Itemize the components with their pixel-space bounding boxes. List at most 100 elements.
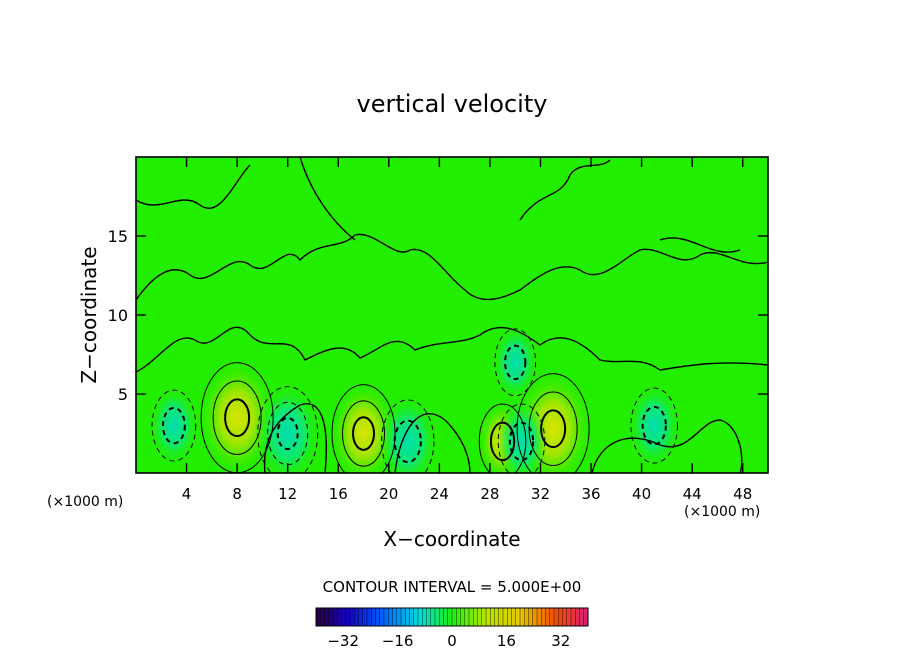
velocity-cell — [628, 384, 680, 467]
colorbar-swatch — [464, 608, 470, 626]
cell-contour — [276, 416, 299, 451]
colorbar-swatch — [396, 608, 402, 626]
contour-interval-text: CONTOUR INTERVAL = 5.000E+00 — [323, 578, 582, 596]
colorbar-swatch — [379, 608, 385, 626]
cell-contour — [151, 389, 197, 462]
x-tick-label: 40 — [632, 485, 651, 503]
x-unit-left: (×1000 m) — [47, 494, 123, 510]
x-tick-label: 36 — [581, 485, 600, 503]
colorbar-swatch — [566, 608, 572, 626]
colorbar-swatch — [354, 608, 359, 626]
colorbar-swatch — [460, 608, 466, 626]
colorbar-tick-label: −32 — [327, 632, 359, 650]
colorbar-swatch — [447, 608, 453, 626]
y-tick-label: 5 — [118, 385, 128, 404]
colorbar-swatch — [503, 608, 508, 626]
colorbar-swatch — [545, 608, 551, 626]
colorbar-swatch — [571, 608, 576, 626]
x-tick-label: 28 — [480, 485, 499, 503]
cell-contour — [489, 421, 516, 462]
colorbar-swatch — [528, 608, 534, 626]
colorbar-swatch — [371, 608, 376, 626]
colorbar-frame — [315, 607, 589, 627]
colorbar-swatch — [537, 608, 542, 626]
cell-contour — [352, 416, 376, 451]
x-tick-label: 16 — [329, 485, 348, 503]
x-axis-label: X−coordinate — [383, 527, 520, 551]
contour-line — [136, 233, 768, 301]
plot-area — [136, 157, 768, 473]
colorbar-tick-label: 16 — [497, 632, 516, 650]
colorbar-swatch — [362, 608, 368, 626]
cell-contour — [478, 403, 527, 473]
colorbar-swatch — [418, 608, 423, 626]
velocity-cell — [149, 386, 198, 465]
colorbar-swatch — [579, 608, 585, 626]
colorbar-swatch — [541, 608, 546, 626]
colorbar-swatch — [384, 608, 389, 626]
velocity-cell — [495, 400, 548, 473]
colorbar-swatch — [498, 608, 504, 626]
colorbar-swatch — [562, 608, 568, 626]
colorbar-swatch — [511, 608, 517, 626]
colorbar-swatch — [333, 608, 338, 626]
colorbar: −32 −16 0 16 32 — [315, 607, 589, 650]
cell-contour — [331, 384, 396, 473]
x-unit-right: (×1000 m) — [684, 504, 760, 520]
colorbar-swatch — [456, 608, 461, 626]
colorbar-swatch — [520, 608, 525, 626]
chart-title: vertical velocity — [357, 90, 548, 118]
colorbar-tick-label: 0 — [447, 632, 457, 650]
cell-contour — [257, 386, 319, 473]
colorbar-swatch — [413, 608, 419, 626]
colorbar-swatch — [341, 608, 347, 626]
x-tick-label: 32 — [531, 485, 550, 503]
colorbar-swatch — [507, 608, 512, 626]
cell-contour — [516, 373, 590, 473]
colorbar-swatch — [409, 608, 415, 626]
colorbar-swatch — [473, 608, 478, 626]
x-tick-label: 20 — [379, 485, 398, 503]
colorbar-swatch — [532, 608, 538, 626]
colorbar-swatch — [443, 608, 449, 626]
velocity-cell — [198, 358, 276, 473]
x-tick-label: 12 — [278, 485, 297, 503]
colorbar-swatch — [515, 608, 521, 626]
colorbar-swatch — [524, 608, 529, 626]
contour-line — [136, 326, 768, 373]
cell-contour — [508, 421, 535, 462]
cell-contour — [224, 398, 251, 438]
x-tick-label: 24 — [430, 485, 449, 503]
colorbar-swatch — [375, 608, 381, 626]
x-tick-label: 4 — [182, 485, 192, 503]
colorbar-tick-label: −16 — [382, 632, 414, 650]
colorbar-swatch — [426, 608, 432, 626]
colorbar-swatch — [439, 608, 444, 626]
colorbar-swatch — [477, 608, 483, 626]
cell-contour — [630, 387, 679, 464]
colorbar-swatch — [320, 608, 325, 626]
colorbar-tick-label: 32 — [551, 632, 570, 650]
colorbar-swatch — [328, 608, 334, 626]
colorbar-swatch — [316, 608, 321, 626]
colorbar-swatch — [324, 608, 330, 626]
contour-line — [136, 157, 741, 253]
velocity-cell — [255, 383, 320, 473]
colorbar-swatch — [558, 608, 563, 626]
velocity-cell — [492, 325, 538, 400]
colorbar-swatch — [490, 608, 495, 626]
cell-contour — [342, 400, 386, 467]
cell-contour — [393, 419, 422, 464]
cell-contour — [641, 405, 667, 446]
colorbar-swatch — [405, 608, 410, 626]
colorbar-swatch — [486, 608, 491, 626]
cell-contour — [494, 328, 537, 397]
colorbar-swatch — [345, 608, 351, 626]
cell-contour — [504, 344, 527, 381]
x-tick-label: 44 — [683, 485, 702, 503]
cell-contour — [212, 380, 262, 455]
colorbar-swatch — [583, 608, 589, 626]
contour-line — [263, 403, 743, 473]
cell-contour — [497, 403, 546, 473]
colorbar-swatch — [401, 608, 406, 626]
